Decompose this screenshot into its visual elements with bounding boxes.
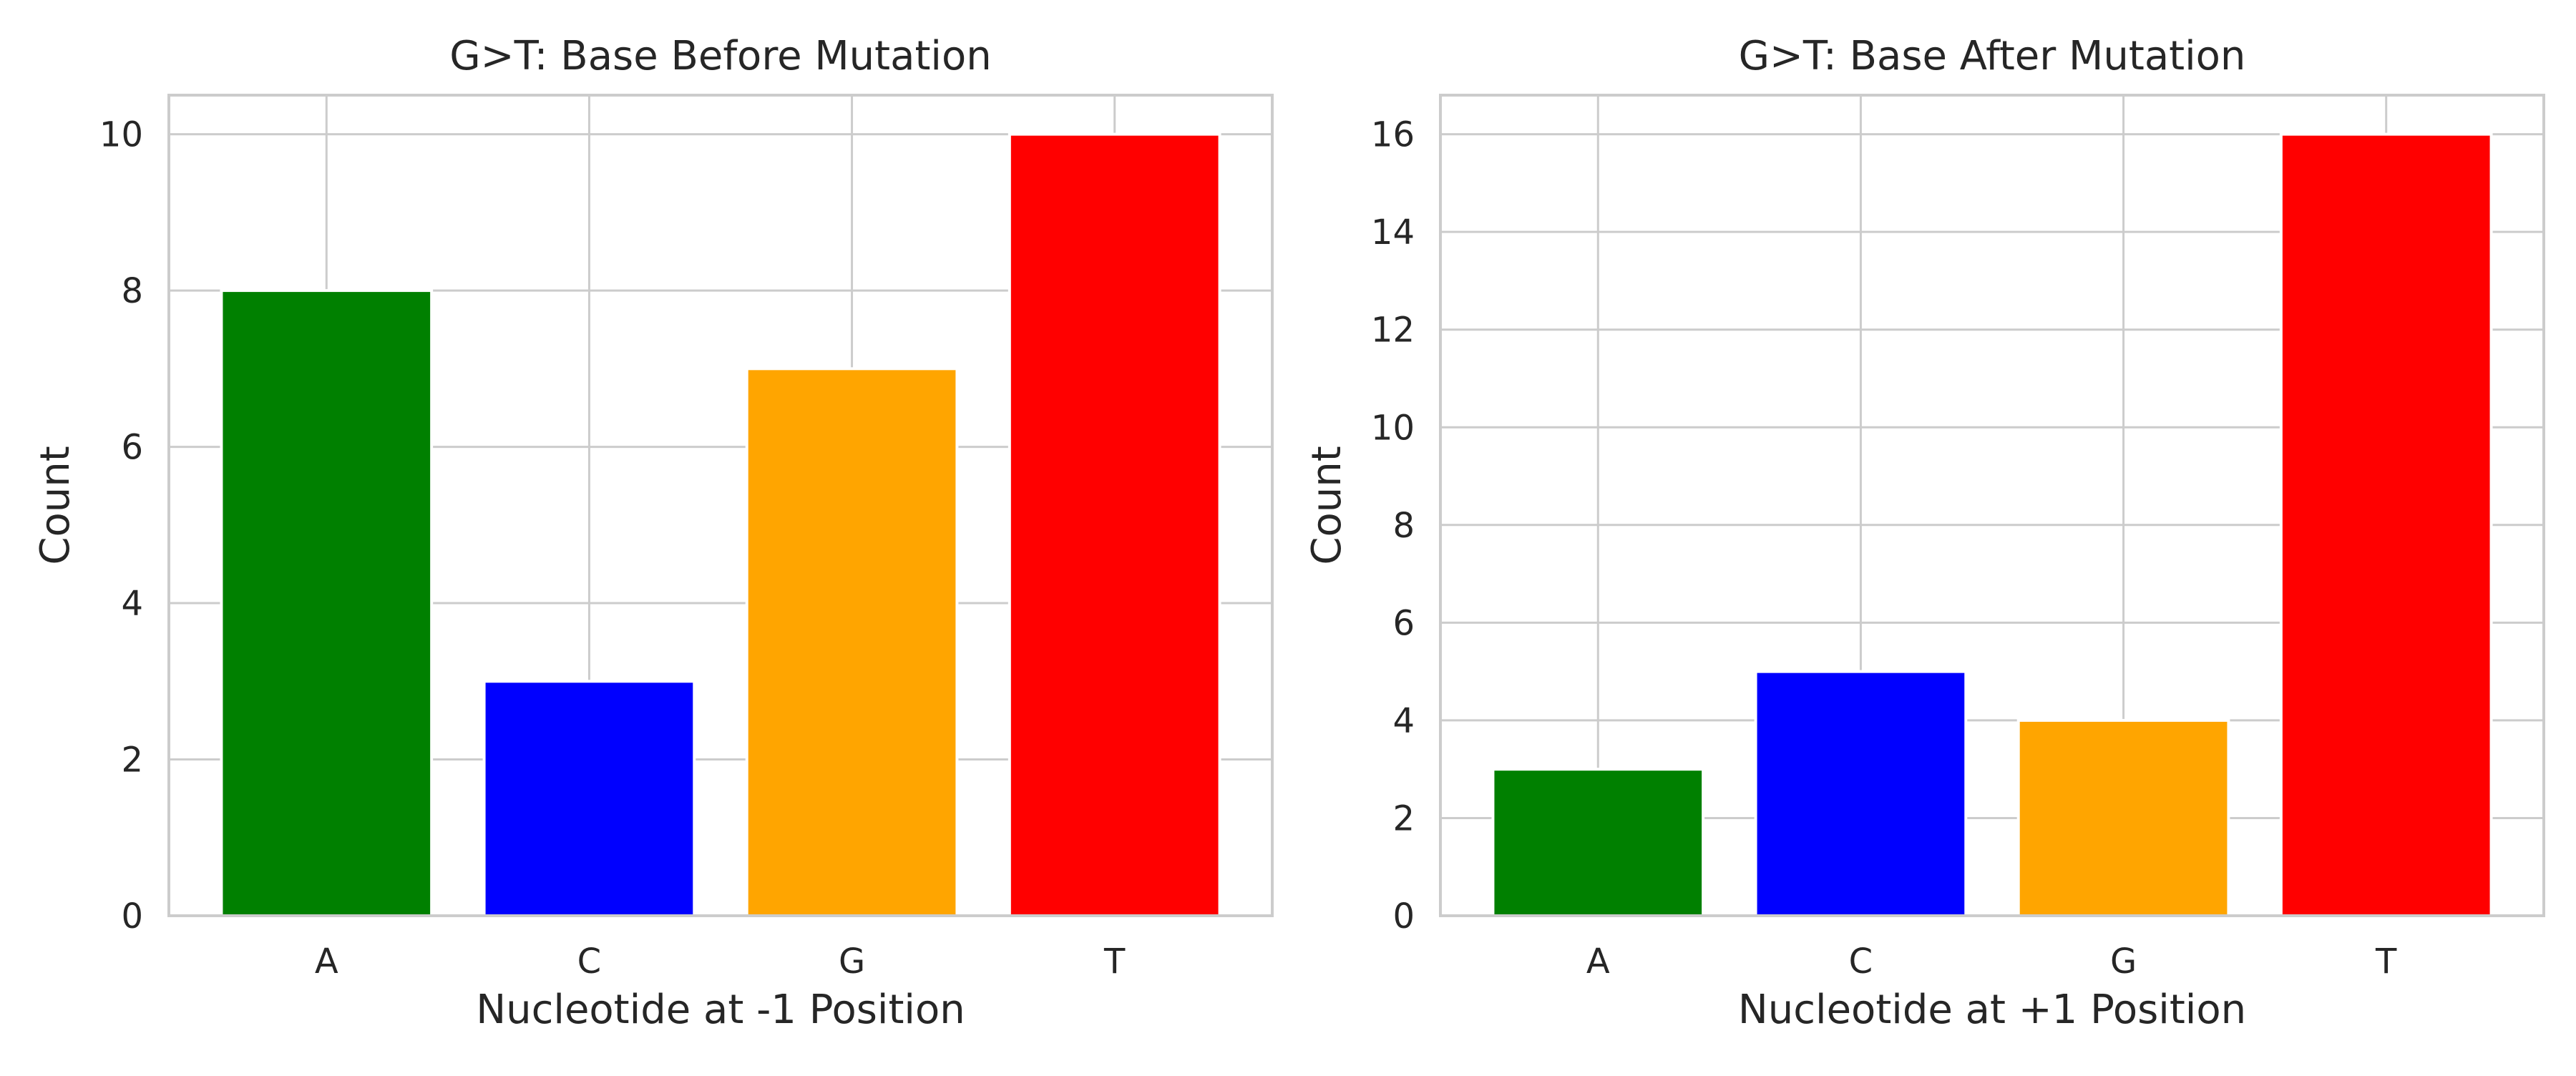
x-tick-label: T	[2375, 942, 2397, 982]
tick-labels: 0 2 4 6 8 10 A C G T	[99, 115, 1126, 982]
y-tick-label: 6	[121, 428, 143, 468]
y-tick-label: 4	[121, 584, 143, 624]
bars	[220, 132, 1221, 918]
bar-C	[1754, 670, 1968, 918]
axes-frame	[1439, 94, 2545, 917]
y-tick-label: 12	[1371, 310, 1415, 351]
x-tick-label: A	[1586, 942, 1610, 982]
y-tick-label: 10	[1371, 408, 1415, 448]
x-tick-label: A	[315, 942, 338, 982]
y-tick-label: 14	[1371, 212, 1415, 253]
bar-C	[482, 680, 696, 917]
chart-title: G>T: Base After Mutation	[1739, 33, 2246, 79]
y-tick-label: 2	[1392, 798, 1415, 838]
y-tick-label: 4	[1392, 701, 1415, 741]
chart-after-mutation: 0 2 4 6 8 10 12 14 16 A C G T G>T: Base After Mutati…	[1304, 33, 2545, 1033]
y-tick-label: 0	[121, 896, 143, 936]
chart-title: G>T: Base Before Mutation	[449, 33, 991, 79]
bar-T	[1008, 132, 1221, 918]
x-tick-label: T	[1103, 942, 1126, 982]
x-axis-label: Nucleotide at +1 Position	[1738, 987, 2246, 1033]
y-tick-label: 0	[1392, 896, 1415, 936]
y-tick-label: 2	[121, 740, 143, 781]
chart-before-mutation: 0 2 4 6 8 10 A C G T G>T: Base Before Mutation Nu…	[32, 33, 1274, 1033]
y-tick-label: 8	[121, 271, 143, 311]
bar-A	[220, 289, 434, 918]
y-axis-label: Count	[1304, 446, 1350, 564]
x-tick-label: G	[839, 942, 865, 982]
x-axis-label: Nucleotide at -1 Position	[476, 987, 965, 1033]
tick-labels: 0 2 4 6 8 10 12 14 16 A C G T	[1371, 115, 2397, 982]
x-tick-label: C	[577, 942, 602, 982]
axes-frame	[167, 94, 1274, 917]
y-axis-label: Count	[32, 446, 79, 564]
y-tick-label: 8	[1392, 506, 1415, 546]
bar-T	[2279, 132, 2493, 918]
y-tick-label: 10	[99, 115, 143, 155]
y-tick-label: 16	[1371, 115, 1415, 155]
bar-G	[2016, 718, 2230, 918]
bars	[1491, 132, 2493, 918]
x-tick-label: G	[2110, 942, 2137, 982]
bar-G	[745, 367, 959, 917]
x-tick-label: C	[1849, 942, 1873, 982]
bar-A	[1491, 768, 1705, 918]
y-tick-label: 6	[1392, 603, 1415, 643]
